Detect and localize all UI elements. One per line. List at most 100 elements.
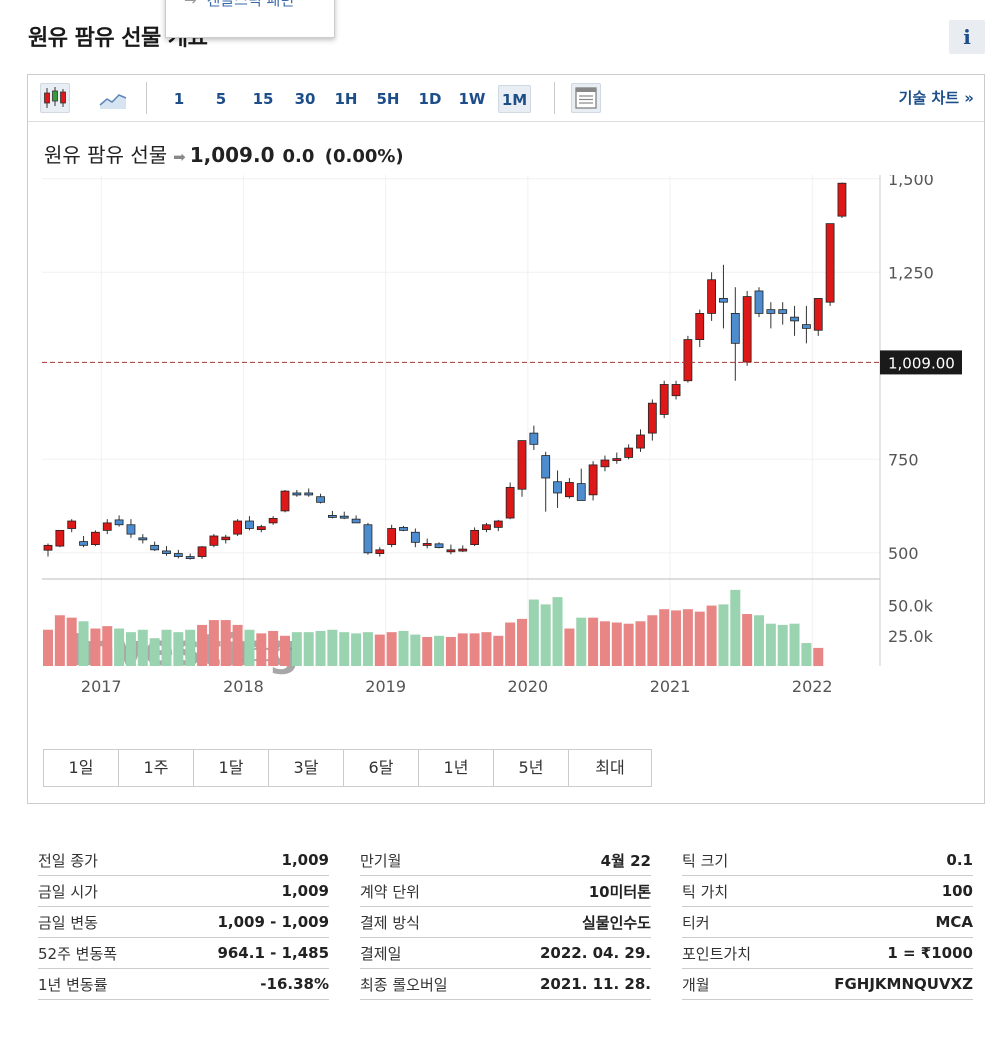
- volume-bar: [291, 632, 302, 666]
- x-tick-label: 2021: [650, 677, 691, 696]
- candle-body: [553, 481, 562, 494]
- candlestick: [636, 429, 645, 452]
- candle-body: [802, 324, 811, 329]
- volume-bar: [540, 604, 551, 666]
- quote-line: 원유 팜유 선물 ➡ 1,009.0 0.0 (0.00%): [44, 139, 404, 168]
- candle-body: [327, 515, 337, 518]
- candlestick: [446, 544, 456, 555]
- interval-1d[interactable]: 1D: [418, 90, 442, 108]
- stat-label: 금일 시가: [38, 882, 98, 901]
- period-1d[interactable]: 1일: [44, 750, 119, 786]
- volume-bar: [694, 611, 705, 666]
- stat-row: 결제 방식 실물인수도: [360, 907, 651, 938]
- volume-bar: [303, 632, 314, 666]
- stat-row: 금일 시가 1,009: [38, 876, 329, 907]
- volume-bar: [754, 615, 764, 666]
- candlestick: [316, 493, 325, 504]
- stat-label: 틱 가치: [682, 882, 729, 901]
- volume-bar: [469, 633, 480, 666]
- period-1y[interactable]: 1년: [419, 750, 494, 786]
- period-max[interactable]: 최대: [569, 750, 651, 786]
- popup-item-candlestick-patterns[interactable]: → 캔들스틱 패턴: [184, 0, 294, 10]
- candlestick: [505, 482, 515, 520]
- candle-body: [245, 520, 254, 529]
- interval-1w[interactable]: 1W: [458, 90, 486, 108]
- candle-body: [624, 447, 634, 458]
- volume-bar: [718, 604, 729, 666]
- candlestick: [719, 264, 728, 329]
- candle-body: [588, 464, 598, 496]
- x-tick-label: 2022: [792, 677, 833, 696]
- candle-body: [339, 515, 349, 519]
- candlestick: [790, 305, 799, 336]
- candlestick-chart-icon[interactable]: [40, 83, 70, 113]
- info-button[interactable]: i: [949, 20, 985, 54]
- volume-bar: [647, 615, 658, 666]
- stat-label: 최종 롤오버일: [360, 975, 448, 994]
- stat-label: 만기월: [360, 851, 402, 870]
- stat-value: 0.1: [946, 851, 973, 869]
- period-5y[interactable]: 5년: [494, 750, 569, 786]
- stat-row: 결제일 2022. 04. 29.: [360, 938, 651, 969]
- candlestick: [802, 305, 811, 344]
- candlestick: [245, 516, 254, 531]
- candlestick: [695, 309, 705, 348]
- candle-body: [766, 309, 776, 314]
- candle-body: [410, 531, 420, 543]
- interval-1[interactable]: 1: [173, 90, 185, 108]
- candlestick: [173, 549, 183, 559]
- volume-bar: [445, 637, 456, 666]
- interval-5[interactable]: 5: [215, 90, 227, 108]
- volume-bar: [682, 609, 693, 666]
- interval-1h[interactable]: 1H: [334, 90, 358, 108]
- stat-label: 포인트가치: [682, 944, 752, 963]
- candle-body: [221, 536, 231, 541]
- candlestick: [185, 553, 195, 560]
- volume-bar: [588, 617, 599, 666]
- volume-bar: [161, 629, 172, 666]
- table-view-icon[interactable]: [571, 83, 601, 113]
- stat-label: 결제 방식: [360, 913, 420, 932]
- volume-bar: [623, 623, 634, 666]
- volume-bar: [611, 622, 622, 666]
- candlestick: [612, 452, 622, 464]
- candle-body: [162, 550, 171, 554]
- stat-row: 최종 롤오버일 2021. 11. 28.: [360, 969, 651, 1000]
- volume-bar: [576, 617, 587, 666]
- x-tick-label: 2017: [81, 677, 122, 696]
- volume-bar: [730, 589, 741, 666]
- stat-row: 계약 단위 10미터톤: [360, 876, 651, 907]
- period-3m[interactable]: 3달: [269, 750, 344, 786]
- volume-bar: [149, 638, 160, 666]
- candle-body: [150, 544, 160, 551]
- interval-30[interactable]: 30: [294, 90, 316, 108]
- arrow-right-icon: →: [184, 0, 197, 9]
- interval-5h[interactable]: 5H: [376, 90, 400, 108]
- interval-1m[interactable]: 1M: [498, 85, 531, 113]
- volume-bar: [777, 624, 788, 666]
- volume-bar: [125, 632, 136, 666]
- candlestick: [482, 522, 491, 533]
- price-chart[interactable]: Investing .com 1,5001,25075050050.0k25.0…: [28, 175, 984, 705]
- candlestick: [754, 287, 764, 318]
- quote-change: 0.0: [282, 146, 315, 167]
- quote-change-pct: (0.00%): [324, 146, 404, 167]
- area-chart-icon[interactable]: [98, 83, 128, 113]
- volume-bar: [706, 605, 717, 666]
- x-tick-label: 2019: [365, 677, 406, 696]
- stat-value: 실물인수도: [581, 913, 651, 932]
- stat-value: 100: [941, 882, 973, 900]
- period-1m[interactable]: 1달: [194, 750, 269, 786]
- candle-body: [434, 543, 444, 548]
- volume-bar: [505, 622, 516, 666]
- candle-body: [636, 434, 645, 449]
- period-1w[interactable]: 1주: [119, 750, 194, 786]
- technical-chart-link[interactable]: 기술 차트 »: [898, 89, 974, 107]
- candlestick: [102, 519, 112, 535]
- candlestick: [375, 547, 385, 557]
- interval-15[interactable]: 15: [252, 90, 274, 108]
- stat-row: 만기월 4월 22: [360, 845, 651, 876]
- candlestick: [778, 302, 788, 325]
- period-6m[interactable]: 6달: [344, 750, 419, 786]
- candlestick: [126, 519, 136, 538]
